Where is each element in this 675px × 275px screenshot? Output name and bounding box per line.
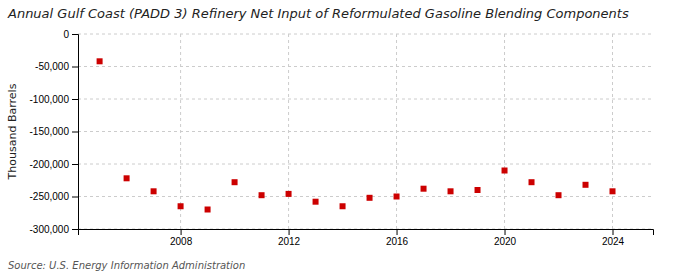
y-tick-mark [72,229,78,230]
x-tick: 2012 [278,229,301,247]
point [151,188,157,194]
title: Annual Gulf Coast (PADD 3) Refinery Net … [7,6,629,21]
x-tick-label: 2008 [170,236,193,247]
point [97,58,103,64]
y-tick-mark [72,164,78,165]
points [97,58,616,212]
y-tick-label: -150,000 [30,126,70,137]
y-axis-line [72,35,79,230]
point [421,186,427,192]
y-tick-mark [72,132,78,133]
grid-line-y [78,34,653,35]
point [259,192,265,198]
y-tick: -50,000 [35,61,78,72]
y-tick: 0 [63,29,78,40]
point [124,175,130,181]
grid-line-x [504,34,505,229]
grid-line-x [396,34,397,229]
grid-line-y [78,196,653,197]
point [502,168,508,174]
y-tick-label: -300,000 [30,224,70,235]
chart: 2008 2012 2016 2020 2024 0 -50,000 -100,000 -150… [0,0,675,275]
y-tick-label: -250,000 [30,191,70,202]
x-tick-mark [181,229,182,235]
point [178,203,184,209]
y-tick-mark [72,67,78,68]
x-tick-label: 2024 [602,236,625,247]
y-tick-mark [72,99,78,100]
point [475,187,481,193]
grid-line-y [78,131,653,132]
grid-line-y [78,99,653,100]
source: Source: U.S. Energy Information Administ… [8,260,245,271]
point [610,188,616,194]
grid-line-x [288,34,289,229]
x-tick-mark [397,229,398,235]
y-axis-label: Thousand Barrels [6,83,19,180]
y-tick: -200,000 [30,159,78,170]
y-tick: -300,000 [30,224,78,235]
y-tick: -150,000 [30,126,78,137]
y-tick-label: -100,000 [30,94,70,105]
y-tick: -100,000 [30,94,78,105]
y-tick: -250,000 [30,191,78,202]
x-tick-mark [505,229,506,235]
point [556,192,562,198]
x-axis-line [79,230,654,236]
point [394,194,400,200]
grid-line-x [612,34,613,229]
grid-line-x [180,34,181,229]
point [583,182,589,188]
y-tick-mark [72,34,78,35]
y-tick-label: -200,000 [30,159,70,170]
x-tick: 2008 [170,229,193,247]
x-axis: 2008 2012 2016 2020 2024 [79,229,654,247]
grid [78,34,653,229]
x-tick: 2024 [602,229,625,247]
y-tick-mark [72,197,78,198]
y-tick-label: -50,000 [35,61,69,72]
point [205,207,211,213]
plot: 2008 2012 2016 2020 2024 0 -50,000 -100,000 -150… [30,29,654,247]
x-tick-mark [289,229,290,235]
x-tick: 2016 [386,229,409,247]
point [448,188,454,194]
x-tick-mark [613,229,614,235]
x-tick: 2020 [494,229,517,247]
x-tick-label: 2012 [278,236,301,247]
y-tick-label: 0 [63,29,69,40]
point [529,179,535,185]
point [286,191,292,197]
point [232,179,238,185]
point [367,195,373,201]
x-tick-label: 2020 [494,236,517,247]
grid-line-y [78,66,653,67]
point [313,199,319,205]
grid-line-y [78,164,653,165]
y-axis: 0 -50,000 -100,000 -150,000 -200,000 -250,000… [30,29,79,235]
x-tick-label: 2016 [386,236,409,247]
point [340,203,346,209]
